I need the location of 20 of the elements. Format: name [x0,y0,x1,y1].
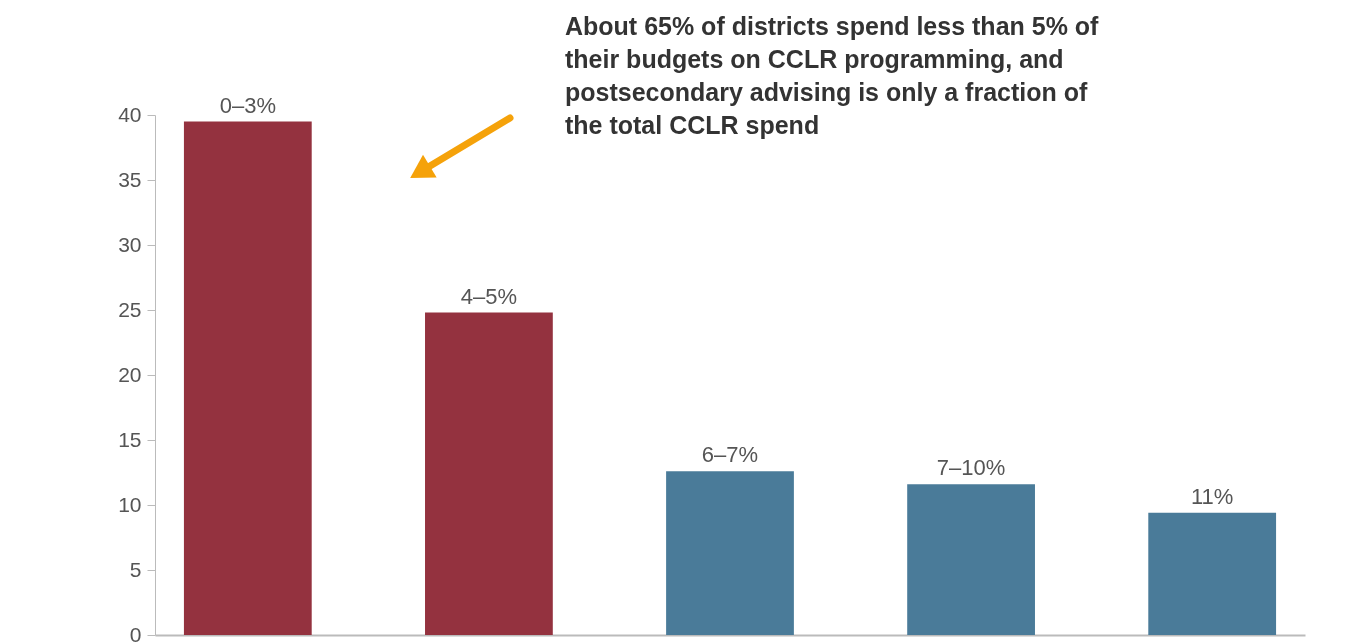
y-tick-label: 20 [118,362,142,386]
x-tick-label: 0–3% [219,92,276,118]
bar [1148,512,1277,635]
y-tick-label: 25 [118,297,142,321]
bar [183,121,312,635]
x-tick-label: 6–7% [701,442,759,468]
x-tick-label: 11% [1190,483,1234,509]
annotation: About 65% of districts spend less than 5% of their budgets on CCLR programming, and postsecondary advising is only a fraction of the total CCLR spend [565,12,1100,139]
x-tick-label: 4–5% [460,283,518,309]
bar [425,312,553,635]
bar [666,471,794,635]
x-tick-label: 7–10% [936,455,1006,481]
y-tick-label: 0 [129,622,142,644]
y-tick-label: 35 [118,167,142,191]
y-tick-label: 15 [118,427,142,451]
y-tick-label: 40 [118,102,142,126]
y-tick-label: 30 [118,232,142,256]
y-tick-label: 5 [129,557,142,581]
bar [907,484,1035,635]
y-tick-label: 10 [118,492,142,516]
